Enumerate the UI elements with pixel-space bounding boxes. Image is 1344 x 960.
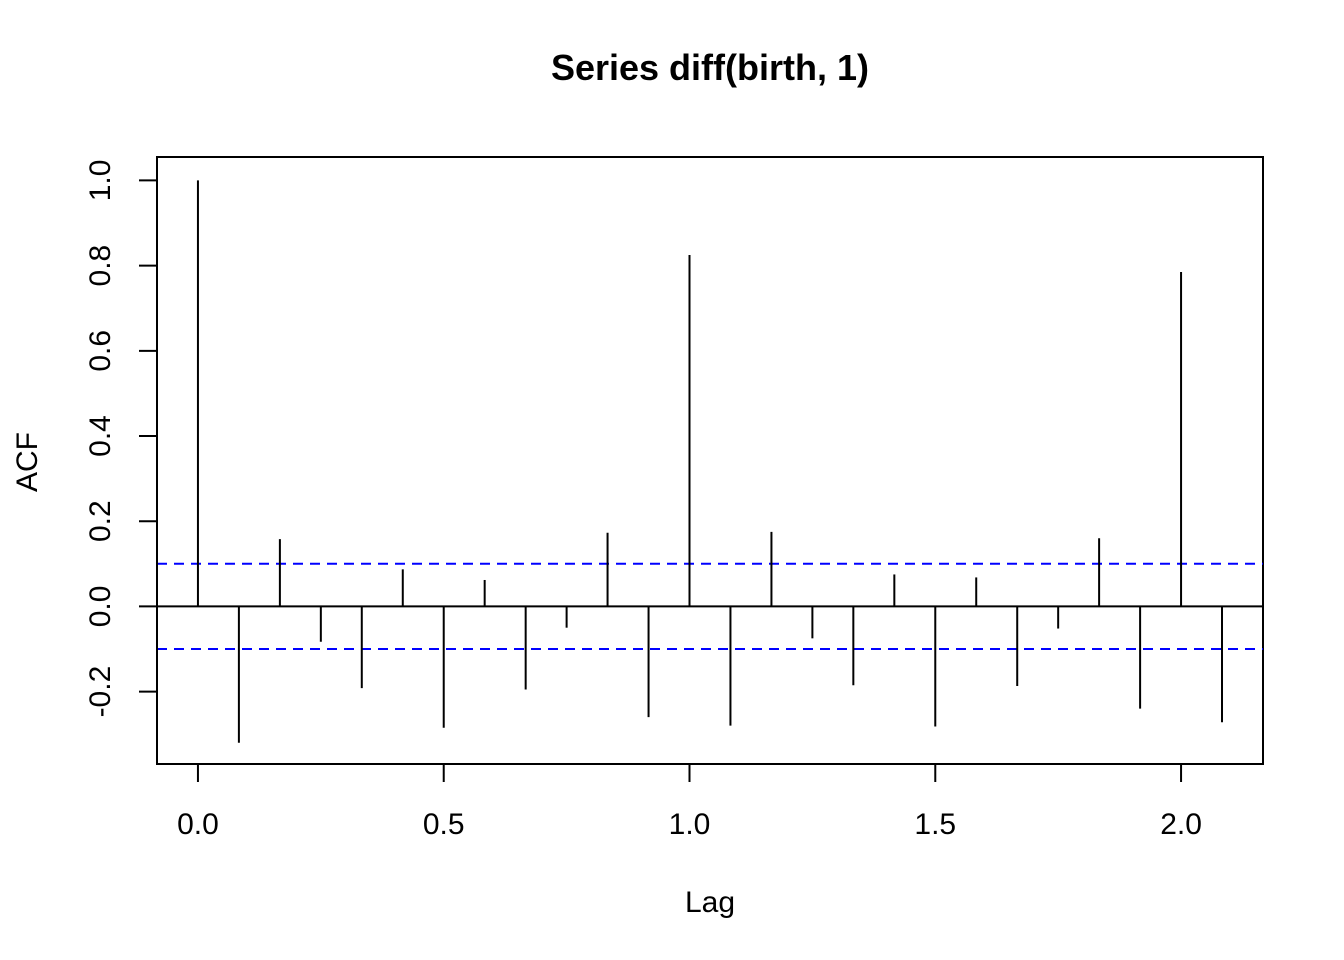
y-tick-label: 0.2 xyxy=(84,500,117,542)
y-tick-label: 0.4 xyxy=(84,415,117,457)
x-tick-label: 2.0 xyxy=(1160,808,1202,841)
plot-frame xyxy=(156,156,1264,765)
y-tick-label: -0.2 xyxy=(84,666,117,718)
x-tick-label: 0.5 xyxy=(423,808,465,841)
confidence-bounds xyxy=(157,562,1263,650)
chart-title: Series diff(birth, 1) xyxy=(551,47,869,88)
y-axis: -0.2 0.0 0.2 0.4 0.6 0.8 1.0 xyxy=(84,160,158,718)
x-tick-label: 0.0 xyxy=(177,808,219,841)
acf-spikes xyxy=(196,180,1224,743)
y-axis-label: ACF xyxy=(11,432,44,492)
x-tick-label: 1.5 xyxy=(914,808,956,841)
y-tick-label: 0.8 xyxy=(84,245,117,287)
y-tick-label: 0.6 xyxy=(84,330,117,372)
x-axis-label: Lag xyxy=(685,886,735,919)
x-axis: 0.0 0.5 1.0 1.5 2.0 xyxy=(177,763,1202,841)
y-tick-label: 0.0 xyxy=(84,586,117,628)
x-tick-label: 1.0 xyxy=(669,808,711,841)
y-tick-label: 1.0 xyxy=(84,160,117,202)
